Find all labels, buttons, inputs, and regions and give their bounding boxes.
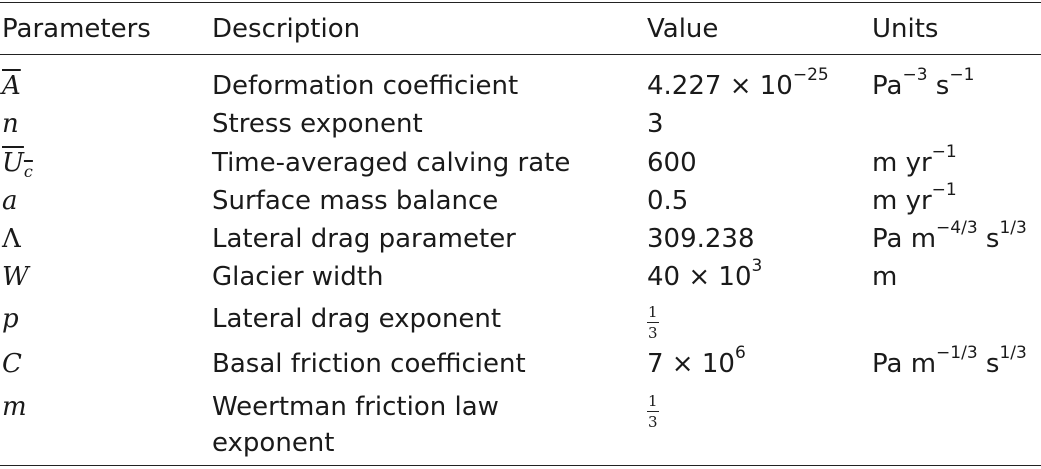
row-symbol-lateral-drag-exponent: p: [2, 304, 19, 334]
row-value: 7 × 106: [647, 343, 746, 379]
bottom-rule: [0, 465, 1041, 466]
row-description: Time-averaged calving rate: [212, 148, 571, 178]
row-description: Basal friction coefficient: [212, 349, 526, 379]
row-symbol-basal-friction-coefficient: C: [2, 349, 22, 379]
row-symbol-surface-mass-balance: a: [2, 186, 18, 216]
header-description: Description: [212, 14, 361, 44]
header-parameters: Parameters: [2, 14, 151, 44]
row-description: Glacier width: [212, 262, 384, 292]
row-value: 40 × 103: [647, 256, 763, 292]
row-value: 3: [647, 109, 664, 139]
row-units: Pa−3 s−1: [872, 65, 975, 101]
row-units: Pa m−1/3 s1/3: [872, 343, 1027, 379]
row-description: Stress exponent: [212, 109, 423, 139]
row-description-line2: exponent: [212, 428, 335, 458]
row-units: m: [872, 262, 898, 292]
row-description: Surface mass balance: [212, 186, 499, 216]
header-units: Units: [872, 14, 939, 44]
header-value: Value: [647, 14, 719, 44]
row-symbol-lateral-drag-parameter: Λ: [2, 224, 21, 254]
row-description-line1: Weertman friction law: [212, 392, 499, 422]
row-symbol-deformation-coefficient: A: [2, 71, 21, 101]
row-units: m yr−1: [872, 142, 957, 178]
row-description: Deformation coefficient: [212, 71, 519, 101]
row-symbol-stress-exponent: n: [2, 109, 19, 139]
row-value: 4.227 × 10−25: [647, 65, 829, 101]
row-units: Pa m−4/3 s1/3: [872, 218, 1027, 254]
row-description: Lateral drag parameter: [212, 224, 516, 254]
row-value: 309.238: [647, 224, 755, 254]
header-rule: [0, 54, 1041, 55]
row-symbol-glacier-width: W: [2, 262, 29, 292]
row-value: 600: [647, 148, 697, 178]
row-symbol-calving-rate: Uc: [2, 148, 33, 182]
top-rule: [0, 2, 1041, 3]
row-value: 0.5: [647, 186, 689, 216]
row-symbol-weertman-exponent: m: [2, 392, 27, 422]
row-units: m yr−1: [872, 180, 957, 216]
row-description: Lateral drag exponent: [212, 304, 502, 334]
